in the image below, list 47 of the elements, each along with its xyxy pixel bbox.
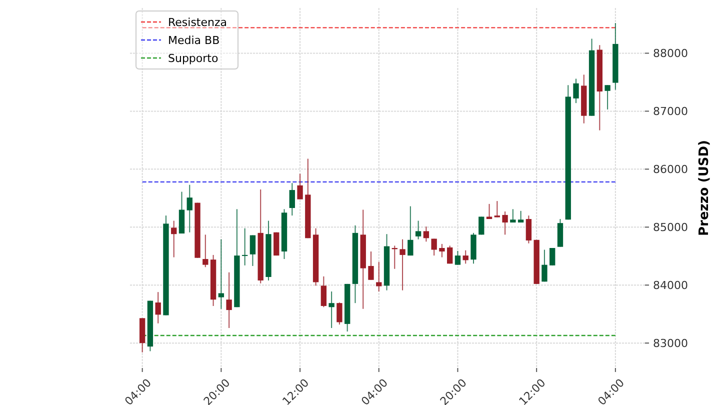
y-tick-label: 87000	[653, 105, 688, 118]
candlestick	[328, 290, 334, 328]
candlestick	[336, 302, 342, 326]
legend-label: Supporto	[168, 52, 218, 65]
candlestick	[447, 245, 453, 264]
candlestick	[178, 191, 185, 234]
candlestick	[226, 272, 232, 328]
candlestick	[439, 243, 445, 258]
candlestick	[550, 248, 556, 266]
candlestick	[218, 238, 224, 310]
y-axis-title: Prezzo (USD)	[697, 140, 712, 236]
y-tick-label: 84000	[653, 278, 688, 292]
candlestick	[171, 220, 177, 258]
candlestick	[423, 226, 430, 242]
candlestick	[408, 206, 414, 256]
y-tick-label: 88000	[653, 47, 688, 60]
y-tick-label: 83000	[653, 336, 688, 350]
candlestick	[573, 78, 579, 104]
candlestick	[518, 210, 524, 223]
candlestick	[510, 208, 516, 223]
candlestick	[431, 238, 437, 256]
candlestick	[155, 292, 161, 324]
candlestick	[400, 238, 406, 291]
candlestick	[542, 249, 548, 282]
legend-label: Media BB	[168, 34, 220, 47]
candlestick	[486, 203, 492, 220]
candlestick	[502, 210, 508, 236]
candlestick	[557, 218, 564, 248]
candlestick	[320, 276, 327, 308]
candlestick	[415, 220, 422, 240]
ref-line-label: Resistenza	[168, 16, 228, 29]
candlestick	[250, 234, 256, 266]
candlestick	[186, 184, 192, 233]
candlestick	[478, 216, 484, 236]
candlestick	[494, 200, 500, 218]
candlestick	[376, 261, 382, 292]
candlestick	[526, 215, 532, 244]
candlestick	[604, 84, 610, 110]
candlestick	[289, 182, 295, 216]
candlestick	[202, 234, 208, 268]
candlestick	[368, 250, 374, 280]
candlestick	[462, 250, 468, 264]
y-tick-label: 86000	[653, 163, 688, 176]
candlestick	[454, 250, 461, 266]
candlestick	[297, 173, 303, 200]
y-tick-label: 85000	[653, 220, 688, 234]
candlestick	[242, 228, 248, 266]
